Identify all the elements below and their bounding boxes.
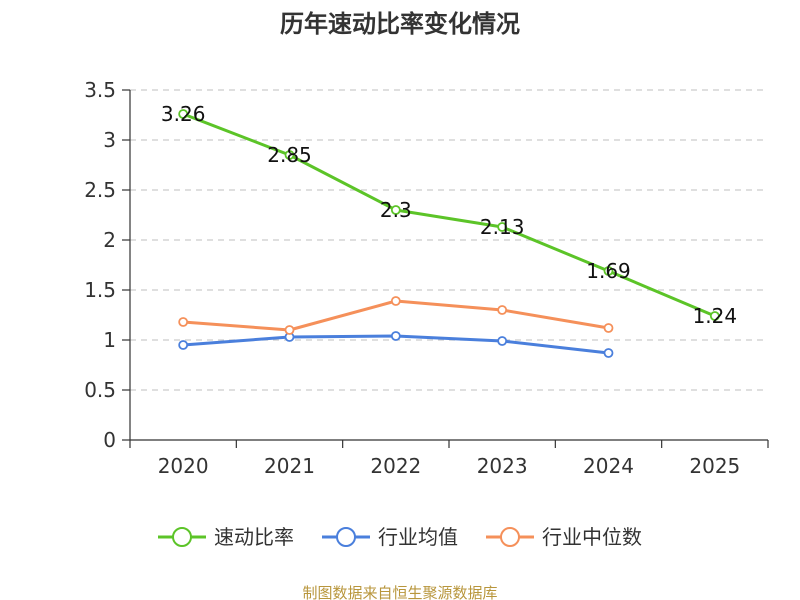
series-line-0 [182,112,716,318]
data-point-2[interactable] [284,325,295,335]
data-point-0[interactable] [284,150,295,160]
grid-lines [130,89,768,391]
data-point-1[interactable] [497,336,508,346]
chart-title: 历年速动比率变化情况 [280,10,520,38]
data-point-1[interactable] [603,348,614,358]
legend-item-2[interactable]: 行业中位数 [486,525,642,549]
legend-item-0[interactable]: 速动比率 [158,525,294,549]
data-point-1[interactable] [390,331,401,341]
x-tick-label: 2024 [583,454,634,478]
data-point-0[interactable] [178,109,189,119]
legend[interactable]: 速动比率 行业均值 行业中位数 [158,525,642,549]
data-point-2[interactable] [603,323,614,333]
legend-label: 行业均值 [378,525,458,549]
y-tick-label: 1.5 [84,278,116,302]
series-lines [178,109,720,358]
legend-item-1[interactable]: 行业均值 [322,525,458,549]
data-point-2[interactable] [497,305,508,315]
data-point-1[interactable] [178,340,189,350]
legend-label: 行业中位数 [542,525,642,549]
data-point-0[interactable] [390,205,401,215]
axes: 0 0.5 1 1.5 2 2.5 3 3.5 2020 2021 2022 2023 2024 2025 [84,78,769,478]
data-label: 2.85 [267,143,312,167]
x-tick-label: 2022 [370,454,421,478]
legend-marker-icon [500,527,520,547]
y-tick-label: 3 [103,128,116,152]
data-label: 1.69 [586,259,631,283]
data-point-2[interactable] [178,317,189,327]
data-point-0[interactable] [709,311,720,321]
data-label: 1.24 [693,304,738,328]
data-label: 2.3 [380,198,412,222]
data-labels: 3.26 2.85 2.3 2.13 1.69 1.24 [161,102,737,328]
legend-marker-icon [336,527,356,547]
data-label: 2.13 [480,215,525,239]
y-tick-label: 2.5 [84,178,116,202]
y-tick-label: 1 [103,328,116,352]
y-tick-label: 0 [103,428,116,452]
data-label: 3.26 [161,102,206,126]
legend-label: 速动比率 [214,525,294,549]
y-tick-label: 2 [103,228,116,252]
data-point-0[interactable] [603,266,614,276]
data-source-note: 制图数据来自恒生聚源数据库 [302,584,497,600]
legend-marker-icon [172,527,192,547]
x-tick-label: 2021 [264,454,315,478]
y-tick-label: 3.5 [84,78,116,102]
data-point-2[interactable] [390,296,401,306]
data-point-0[interactable] [497,222,508,232]
x-tick-label: 2020 [158,454,209,478]
y-tick-label: 0.5 [84,378,116,402]
x-tick-label: 2023 [477,454,528,478]
x-tick-label: 2025 [689,454,740,478]
